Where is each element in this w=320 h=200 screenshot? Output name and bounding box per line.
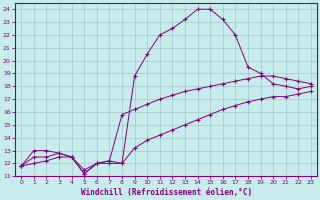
X-axis label: Windchill (Refroidissement éolien,°C): Windchill (Refroidissement éolien,°C) — [81, 188, 252, 197]
